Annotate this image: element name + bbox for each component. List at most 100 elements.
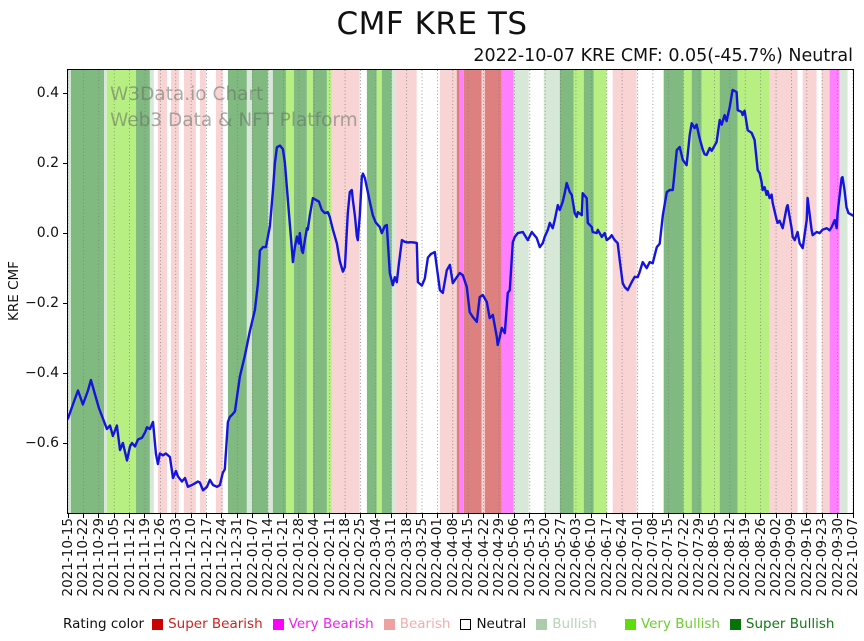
y-tick-mark [63, 372, 67, 374]
x-tick-label: 2022-09-09 [783, 518, 800, 597]
y-axis-label: KRE CMF [6, 261, 22, 321]
x-tick-label: 2022-04-29 [490, 518, 507, 597]
x-tick-mark [821, 514, 823, 518]
rating-band-neutral [153, 70, 158, 513]
legend-item-label: Bullish [552, 616, 597, 632]
rating-band-bullish [149, 70, 154, 513]
x-tick-label: 2022-02-25 [352, 518, 369, 597]
x-tick-mark [113, 514, 115, 518]
y-tick-mark [63, 232, 67, 234]
legend: Rating color Super Bearish Very Bearish Be… [63, 616, 844, 632]
x-tick-label: 2022-07-22 [675, 518, 692, 597]
legend-swatch-very_bearish [272, 618, 284, 630]
x-tick-label: 2021-10-29 [90, 518, 107, 597]
x-tick-mark [421, 514, 423, 518]
rating-band-neutral [166, 70, 171, 513]
legend-item-super_bearish: Super Bearish [152, 616, 263, 632]
rating-band-neutral [178, 70, 184, 513]
x-tick-mark [82, 514, 84, 518]
y-tick-label: −0.2 [25, 295, 59, 312]
legend-item-bearish: Bearish [383, 616, 451, 632]
rating-band-neutral [222, 70, 228, 513]
x-tick-label: 2022-05-27 [552, 518, 569, 597]
x-tick-label: 2022-05-06 [506, 518, 523, 597]
x-tick-label: 2022-06-17 [598, 518, 615, 597]
rating-band-bearish [215, 70, 223, 513]
y-tick-label: −0.4 [25, 365, 59, 382]
x-tick-mark [267, 514, 269, 518]
x-tick-label: 2022-08-19 [737, 518, 754, 597]
rating-band-neutral [205, 70, 216, 513]
chart-subtitle: 2022-10-07 KRE CMF: 0.05(-45.7%) Neutral [473, 46, 853, 66]
legend-item-label: Bearish [399, 616, 451, 632]
rating-band-bearish [157, 70, 167, 513]
x-tick-label: 2022-04-01 [429, 518, 446, 597]
rating-band-bullish [246, 70, 252, 513]
x-tick-label: 2021-12-03 [167, 518, 184, 597]
rating-band-bearish [183, 70, 196, 513]
rating-band-bearish [802, 70, 817, 513]
rating-band-bearish [331, 70, 360, 513]
y-tick-label: 0.2 [36, 155, 59, 172]
legend-item-very_bearish: Very Bearish [272, 616, 374, 632]
rating-band-super_bullish [366, 70, 377, 513]
rating-band-neutral [847, 70, 853, 513]
x-tick-mark [637, 514, 638, 518]
x-tick-label: 2022-07-08 [644, 518, 661, 597]
x-tick-mark [329, 514, 331, 518]
x-tick-mark [406, 514, 408, 518]
plot-canvas [68, 70, 853, 513]
rating-band-very_bullish [593, 70, 607, 513]
rating-band-neutral [195, 70, 200, 513]
x-tick-label: 2022-09-23 [814, 518, 831, 597]
x-tick-label: 2022-05-13 [521, 518, 538, 597]
rating-band-bearish [769, 70, 798, 513]
x-tick-label: 2022-07-01 [629, 518, 646, 597]
legend-items: Super Bearish Very Bearish Bearish Neutral B… [152, 616, 844, 632]
x-tick-mark [390, 514, 392, 518]
x-tick-label: 2021-11-05 [106, 518, 123, 597]
rating-band-super_bullish [719, 70, 738, 513]
rating-band-very_bearish [459, 70, 464, 513]
x-tick-mark [806, 514, 808, 518]
x-tick-label: 2022-05-20 [537, 518, 554, 597]
x-tick-label: 2022-01-28 [290, 518, 307, 597]
x-tick-label: 2021-11-26 [152, 518, 169, 597]
x-tick-label: 2022-04-22 [475, 518, 492, 597]
x-tick-label: 2022-09-02 [768, 518, 785, 597]
x-tick-label: 2022-06-24 [614, 518, 631, 597]
x-tick-label: 2021-10-22 [75, 518, 92, 597]
x-tick-mark [344, 514, 346, 518]
rating-band-neutral [816, 70, 822, 513]
rating-band-super_bullish [381, 70, 392, 513]
legend-item-label: Super Bullish [745, 616, 835, 632]
x-tick-mark [852, 514, 854, 518]
rating-band-super_bearish [484, 70, 502, 513]
rating-band-super_bullish [663, 70, 684, 513]
plot-area: W3Data.io Chart Web3 Data & NFT Platform [67, 69, 854, 514]
legend-item-bullish: Bullish [536, 616, 597, 632]
y-tick-mark [63, 442, 67, 444]
x-tick-mark [698, 514, 700, 518]
legend-swatch-very_bullish [624, 618, 636, 630]
x-tick-mark [282, 514, 284, 518]
x-tick-label: 2022-09-30 [829, 518, 846, 597]
rating-band-bearish [170, 70, 179, 513]
series-line-kre-cmf [68, 88, 853, 492]
rating-band-super_bullish [559, 70, 574, 513]
rating-band-bearish [199, 70, 206, 513]
x-tick-mark [560, 514, 562, 518]
x-tick-label: 2022-08-12 [721, 518, 738, 597]
x-tick-label: 2022-03-04 [367, 518, 384, 597]
legend-item-label: Very Bearish [288, 616, 374, 632]
rating-band-very_bullish [306, 70, 313, 513]
x-tick-label: 2021-11-12 [121, 518, 138, 597]
x-tick-label: 2022-01-21 [275, 518, 292, 597]
x-tick-mark [483, 514, 485, 518]
x-tick-mark [683, 514, 685, 518]
rating-band-neutral [636, 70, 664, 513]
rating-band-super_bearish [463, 70, 482, 513]
x-tick-mark [621, 514, 623, 518]
rating-band-bullish [391, 70, 396, 513]
y-tick-label: −0.6 [25, 435, 59, 452]
